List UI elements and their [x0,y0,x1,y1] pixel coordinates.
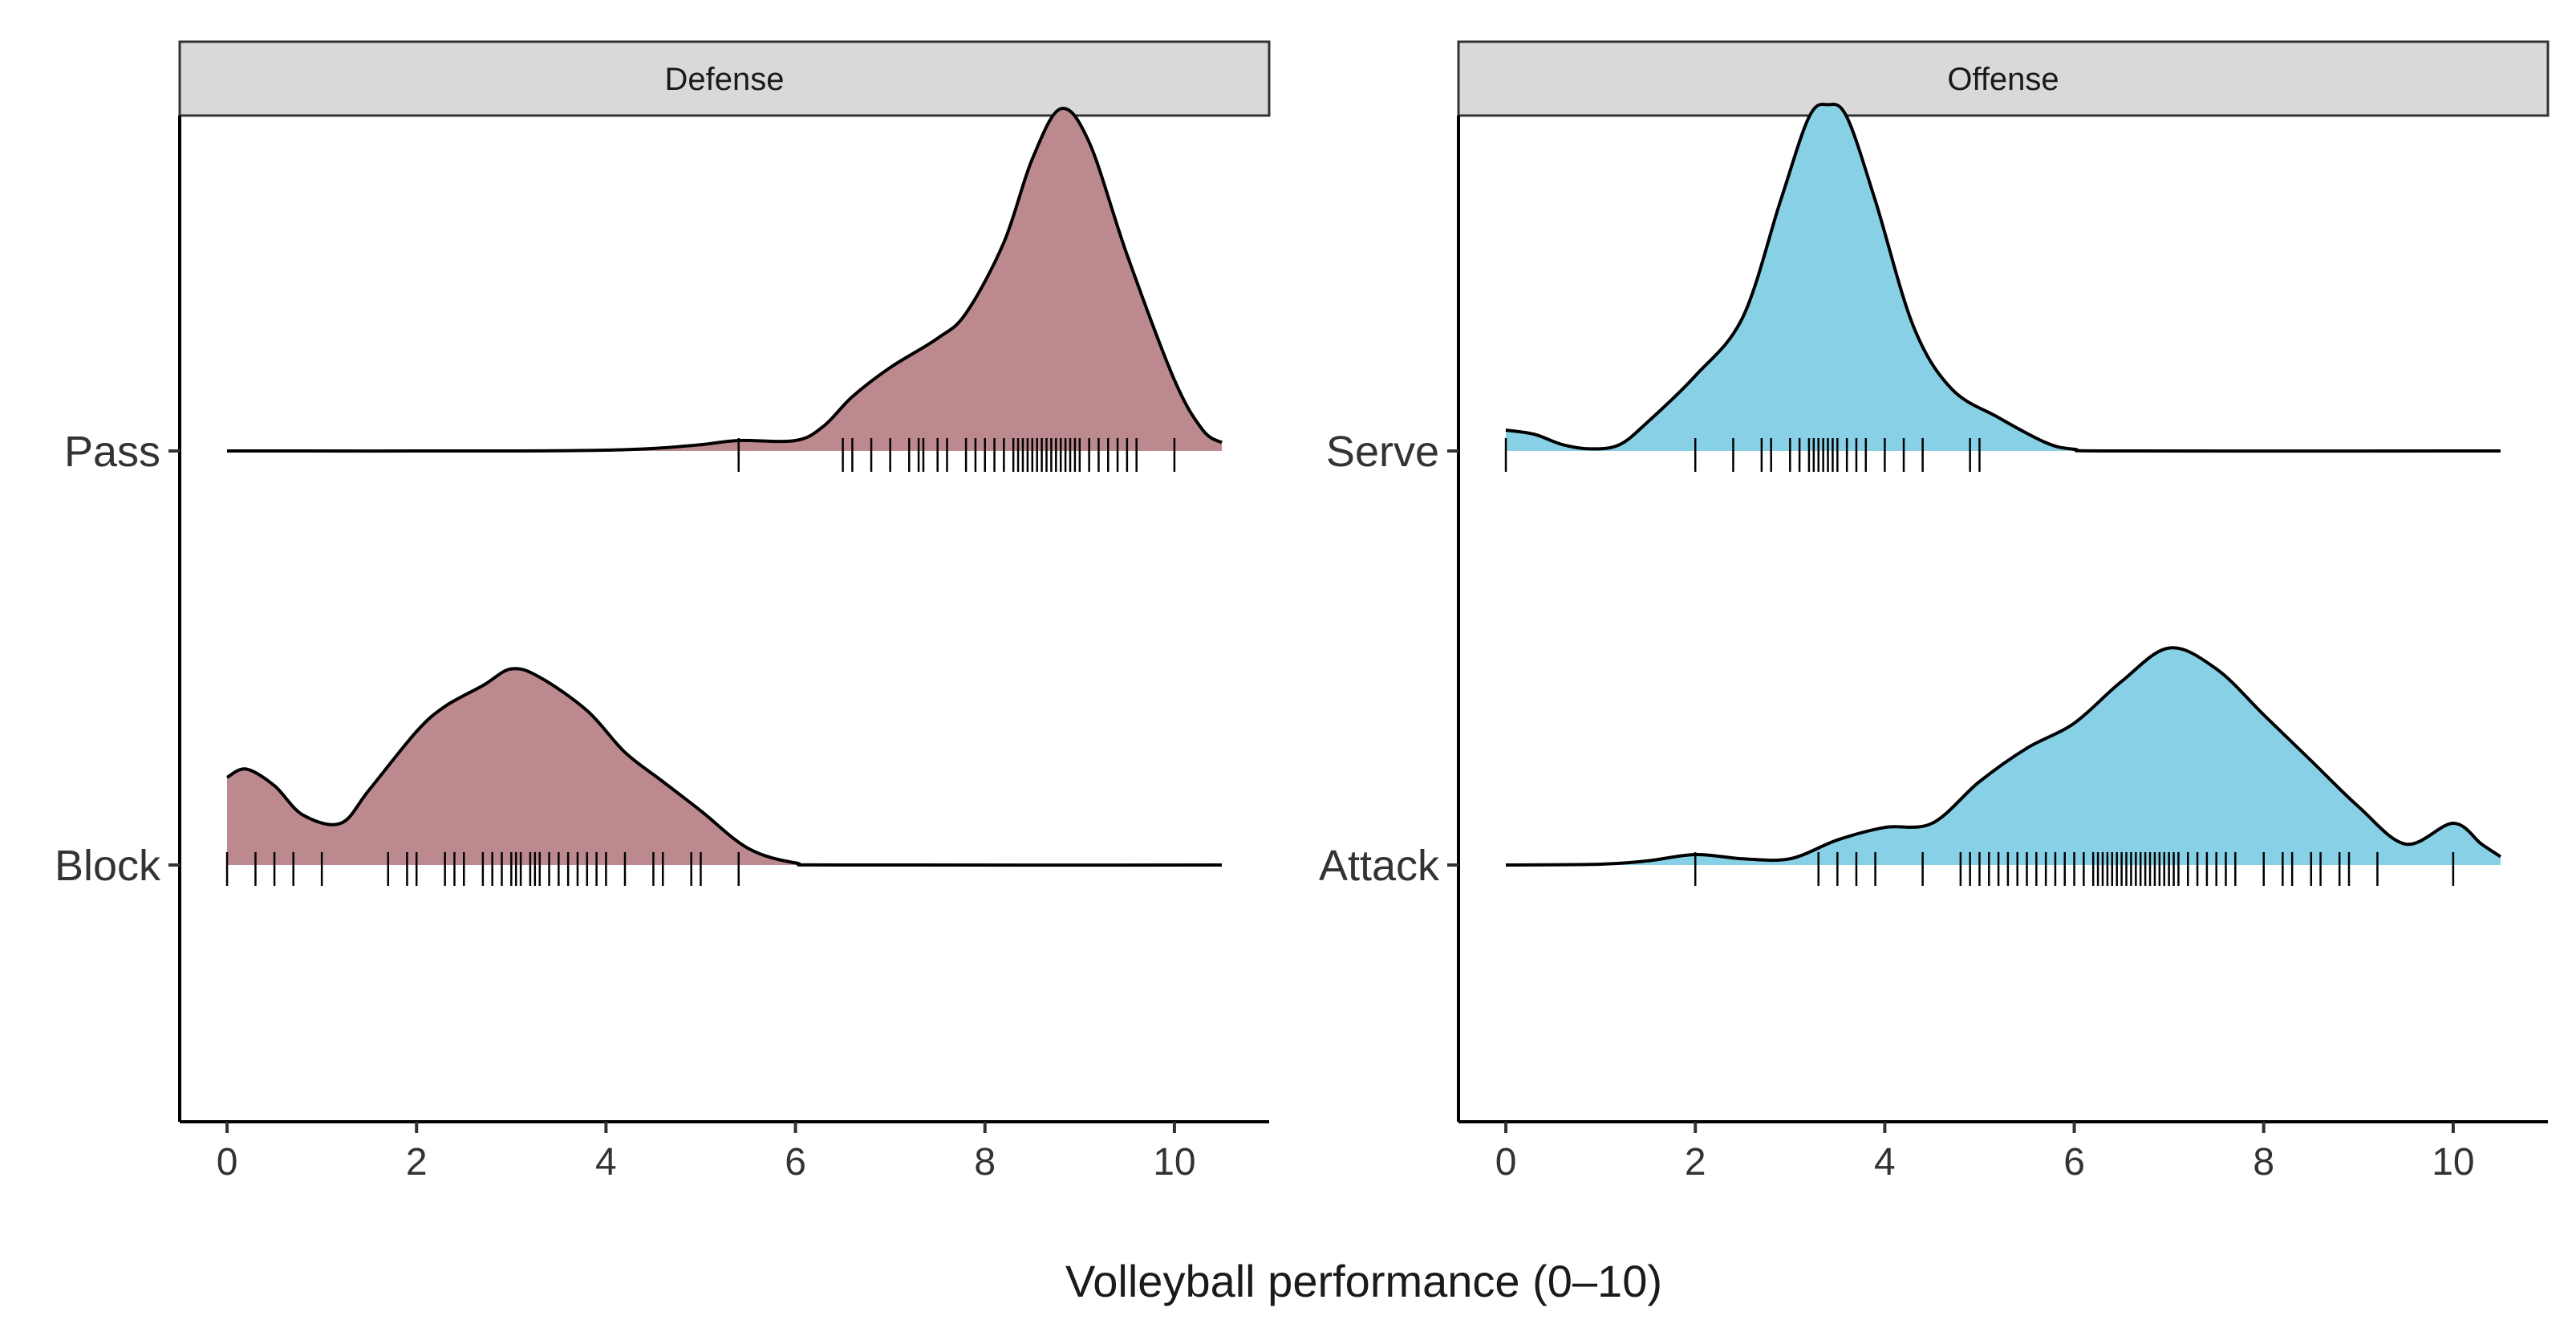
x-tick-label: 6 [785,1141,806,1184]
density-area-block [227,668,1222,866]
axis-layer: Pass Block 0 2 4 6 8 10 [55,428,1196,1184]
series-block [225,667,1223,886]
axis-layer: Serve Attack 0 2 4 6 8 10 [1319,428,2475,1184]
density-line-attack [1505,646,2502,867]
density-line-block [226,667,1223,867]
series-attack [1505,646,2502,886]
series-pass [226,107,1223,472]
density-area-serve [1506,104,2501,452]
density-area-pass [227,108,1222,452]
x-tick-label: 6 [2063,1141,2085,1184]
x-tick-label: 4 [595,1141,617,1184]
strip-background [1457,40,2550,117]
x-tick-label: 2 [406,1141,428,1184]
series-serve [1504,103,2501,472]
series-layer [225,107,1223,886]
panel-offense: Offense Serve Attack 0 2 4 6 8 10 [1319,40,2550,1184]
y-tick-label-attack: Attack [1319,842,1440,890]
x-tick-label: 8 [2253,1141,2274,1184]
y-tick-label-serve: Serve [1326,428,1439,476]
density-area-attack [1506,648,2501,865]
y-tick-label-pass: Pass [64,428,160,476]
strip-background [178,40,1271,117]
panel-defense: Defense Pass Block 0 2 4 6 8 10 [55,40,1271,1184]
strip-title: Offense [1947,62,2059,97]
x-tick-label: 4 [1874,1141,1896,1184]
x-tick-label: 8 [974,1141,996,1184]
strip-title: Defense [665,62,785,97]
x-tick-label: 2 [1685,1141,1706,1184]
x-tick-label: 10 [2432,1141,2474,1184]
y-tick-label-block: Block [55,842,161,890]
series-layer [1504,103,2502,886]
density-line-serve [1505,103,2501,453]
x-tick-label: 0 [1495,1141,1517,1184]
x-tick-label: 10 [1153,1141,1195,1184]
x-tick-label: 0 [217,1141,238,1184]
density-line-pass [226,107,1223,453]
x-axis-title: Volleyball performance (0–10) [1065,1256,1662,1306]
